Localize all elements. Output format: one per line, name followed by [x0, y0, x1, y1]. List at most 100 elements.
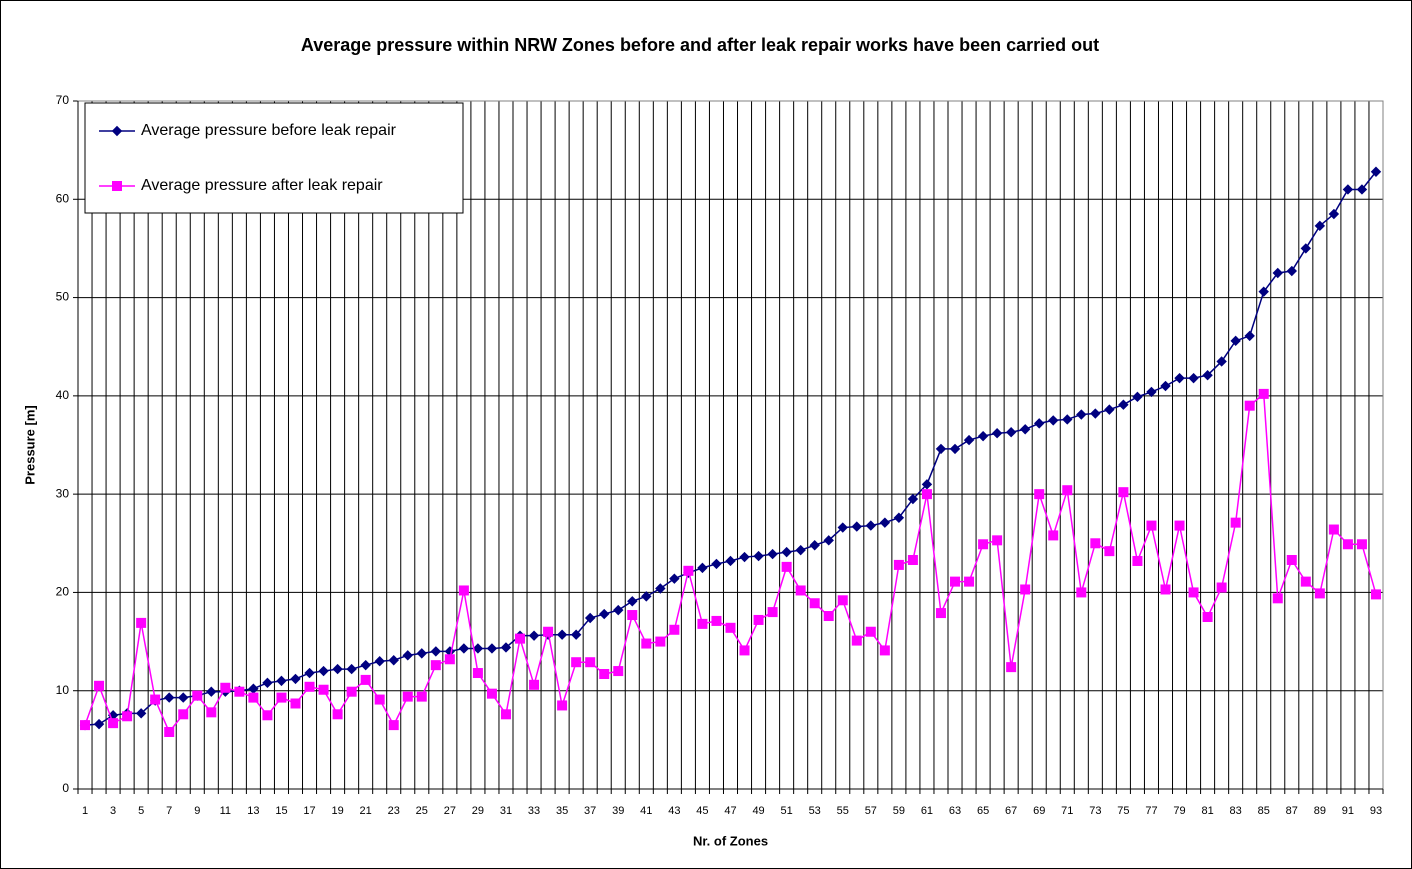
data-point	[753, 550, 764, 562]
data-point	[879, 517, 891, 528]
x-tick-label: 57	[865, 805, 877, 817]
data-point	[500, 709, 511, 720]
x-tick-label: 27	[444, 805, 456, 817]
data-point	[1272, 593, 1283, 604]
y-tick-label: 20	[56, 585, 70, 599]
data-point	[556, 629, 568, 640]
data-point	[206, 686, 217, 697]
y-axis-label: Pressure [m]	[22, 405, 37, 484]
x-tick-label: 43	[668, 805, 680, 817]
y-tick-label: 60	[56, 191, 70, 205]
x-tick-label: 23	[388, 805, 400, 817]
data-point	[585, 657, 596, 668]
data-point	[557, 700, 568, 711]
data-point	[823, 535, 834, 546]
data-point	[374, 694, 385, 705]
data-point	[655, 636, 666, 647]
data-point	[963, 434, 975, 446]
x-tick-label: 89	[1314, 805, 1326, 817]
data-point	[1258, 388, 1269, 399]
x-tick-label: 47	[724, 805, 736, 817]
legend-label: Average pressure after leak repair	[141, 177, 383, 194]
data-point	[669, 624, 680, 635]
data-point	[1090, 538, 1101, 549]
data-point	[332, 709, 343, 720]
data-point	[725, 555, 736, 567]
data-point	[1104, 404, 1115, 415]
data-point	[1076, 587, 1087, 598]
data-point	[599, 669, 610, 680]
data-point	[613, 666, 624, 677]
data-point	[290, 673, 301, 685]
data-point	[865, 626, 876, 637]
data-point	[430, 660, 441, 671]
data-point	[823, 611, 834, 622]
data-point	[1132, 391, 1143, 403]
data-point	[697, 618, 708, 629]
data-point	[1342, 539, 1353, 550]
x-tick-label: 15	[275, 805, 287, 817]
data-point	[178, 692, 189, 703]
data-point	[108, 718, 119, 729]
data-point	[1370, 166, 1382, 177]
x-tick-label: 31	[500, 805, 512, 817]
y-tick-label: 10	[56, 683, 70, 697]
data-point	[388, 720, 399, 731]
x-tick-label: 5	[138, 805, 144, 817]
data-point	[1174, 372, 1185, 384]
data-point	[949, 443, 961, 455]
data-point	[795, 544, 806, 556]
data-point	[1104, 546, 1115, 557]
x-axis-label: Nr. of Zones	[693, 833, 768, 848]
data-point	[1160, 584, 1171, 595]
data-point	[276, 692, 287, 703]
data-point	[472, 668, 483, 679]
data-point	[1188, 587, 1199, 598]
data-point	[1048, 530, 1059, 541]
data-point	[529, 679, 540, 690]
data-point	[991, 427, 1003, 439]
data-point	[739, 551, 750, 563]
x-tick-label: 67	[1005, 805, 1017, 817]
x-tick-label: 69	[1033, 805, 1045, 817]
x-tick-label: 51	[781, 805, 793, 817]
data-point	[1146, 386, 1157, 398]
data-point	[346, 663, 357, 675]
data-point	[1118, 399, 1129, 410]
x-tick-label: 79	[1173, 805, 1185, 817]
data-point	[290, 698, 301, 709]
data-point	[977, 430, 989, 442]
data-point	[416, 691, 427, 702]
data-point	[627, 596, 638, 607]
data-point	[318, 684, 329, 695]
data-point	[809, 598, 820, 609]
data-point	[444, 654, 455, 665]
data-point	[543, 626, 554, 637]
x-tick-label: 11	[220, 805, 231, 817]
x-tick-label: 91	[1342, 805, 1354, 817]
data-point	[528, 630, 540, 641]
data-point	[907, 554, 918, 565]
data-point	[220, 682, 231, 693]
data-point	[276, 675, 287, 687]
data-point	[921, 489, 932, 500]
data-point	[1062, 485, 1073, 496]
data-point	[781, 546, 792, 558]
x-tick-label: 17	[303, 805, 315, 817]
data-point	[1160, 380, 1171, 392]
data-point	[1314, 588, 1325, 599]
data-point	[613, 604, 624, 616]
y-tick-label: 0	[62, 781, 69, 795]
data-point	[879, 645, 890, 656]
data-point	[570, 629, 582, 640]
data-point	[1048, 415, 1059, 426]
data-point	[655, 583, 666, 594]
data-point	[1258, 286, 1269, 297]
data-point	[571, 657, 582, 668]
data-point	[1356, 184, 1368, 195]
data-point	[1202, 612, 1213, 622]
data-point	[921, 479, 933, 490]
data-point	[416, 648, 427, 659]
data-point	[1202, 370, 1213, 381]
